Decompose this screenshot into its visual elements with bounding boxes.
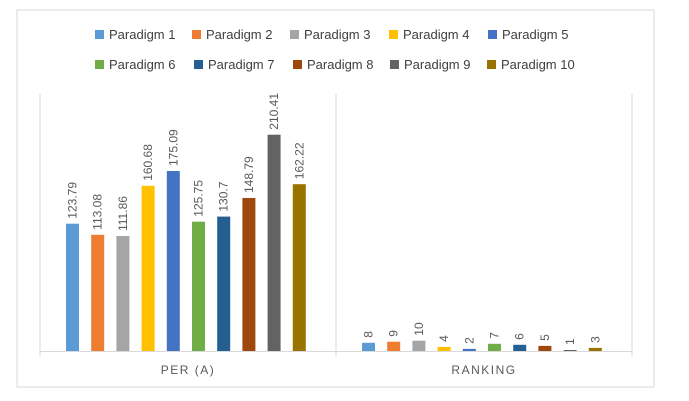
category-label: PER (A) xyxy=(161,363,216,377)
data-label: 4 xyxy=(437,335,451,342)
data-label: 2 xyxy=(462,337,476,344)
bar xyxy=(362,342,375,351)
legend-label: Paradigm 2 xyxy=(206,27,272,42)
data-label: 3 xyxy=(588,336,602,343)
plot-area: 123.79 113.08 111.86 160.68 175.09 125.75 130.… xyxy=(39,93,633,377)
bar xyxy=(538,345,552,351)
data-label: 210.41 xyxy=(267,93,281,130)
data-label: 148.79 xyxy=(242,156,256,193)
data-label: 162.22 xyxy=(292,142,306,179)
data-label: 6 xyxy=(513,333,527,340)
bar xyxy=(141,185,155,351)
data-label: 123.79 xyxy=(66,182,80,219)
bar xyxy=(588,347,602,351)
data-label: 1 xyxy=(563,338,577,345)
category-label: RANKING xyxy=(451,363,516,377)
legend-label: Paradigm 9 xyxy=(404,57,470,72)
bar xyxy=(217,216,231,351)
bar xyxy=(462,348,476,351)
data-label: 8 xyxy=(362,331,376,338)
bar xyxy=(387,341,401,351)
legend-swatch xyxy=(293,60,302,69)
data-label: 7 xyxy=(488,332,502,339)
bar xyxy=(66,223,79,351)
bar xyxy=(563,350,577,351)
legend-swatch xyxy=(194,60,203,69)
data-label: 130.7 xyxy=(217,181,231,211)
bar xyxy=(412,340,426,351)
data-label: 175.09 xyxy=(166,129,180,166)
data-label: 113.08 xyxy=(91,194,105,230)
legend-label: Paradigm 5 xyxy=(502,27,568,42)
data-label: 111.86 xyxy=(116,196,130,231)
legend-swatch xyxy=(487,60,496,69)
legend-swatch xyxy=(290,30,299,39)
bar xyxy=(166,171,180,351)
data-label: 125.75 xyxy=(192,180,206,217)
bar xyxy=(192,221,205,351)
legend-label: Paradigm 1 xyxy=(109,27,175,42)
legend-swatch xyxy=(389,30,398,39)
bar xyxy=(488,343,501,351)
bar xyxy=(91,234,105,351)
legend-label: Paradigm 8 xyxy=(307,57,373,72)
bar xyxy=(513,344,527,351)
legend-swatch xyxy=(95,60,104,69)
data-label: 9 xyxy=(387,330,401,337)
legend-label: Paradigm 7 xyxy=(208,57,274,72)
legend-swatch xyxy=(390,60,399,69)
bar xyxy=(242,198,256,351)
bar xyxy=(116,236,130,351)
legend-label: Paradigm 4 xyxy=(403,27,469,42)
legend-swatch xyxy=(192,30,201,39)
bar xyxy=(267,134,281,351)
legend-label: Paradigm 3 xyxy=(304,27,370,42)
data-label: 10 xyxy=(412,322,426,336)
legend: Paradigm 1 Paradigm 2 Paradigm 3 Paradigm 4… xyxy=(95,27,575,72)
legend-label: Paradigm 10 xyxy=(501,57,575,72)
data-label: 5 xyxy=(538,334,552,341)
legend-label: Paradigm 6 xyxy=(109,57,175,72)
legend-swatch xyxy=(488,30,497,39)
data-label: 160.68 xyxy=(141,144,155,181)
bar xyxy=(437,346,451,351)
bar xyxy=(292,184,306,351)
legend-swatch xyxy=(95,30,104,39)
